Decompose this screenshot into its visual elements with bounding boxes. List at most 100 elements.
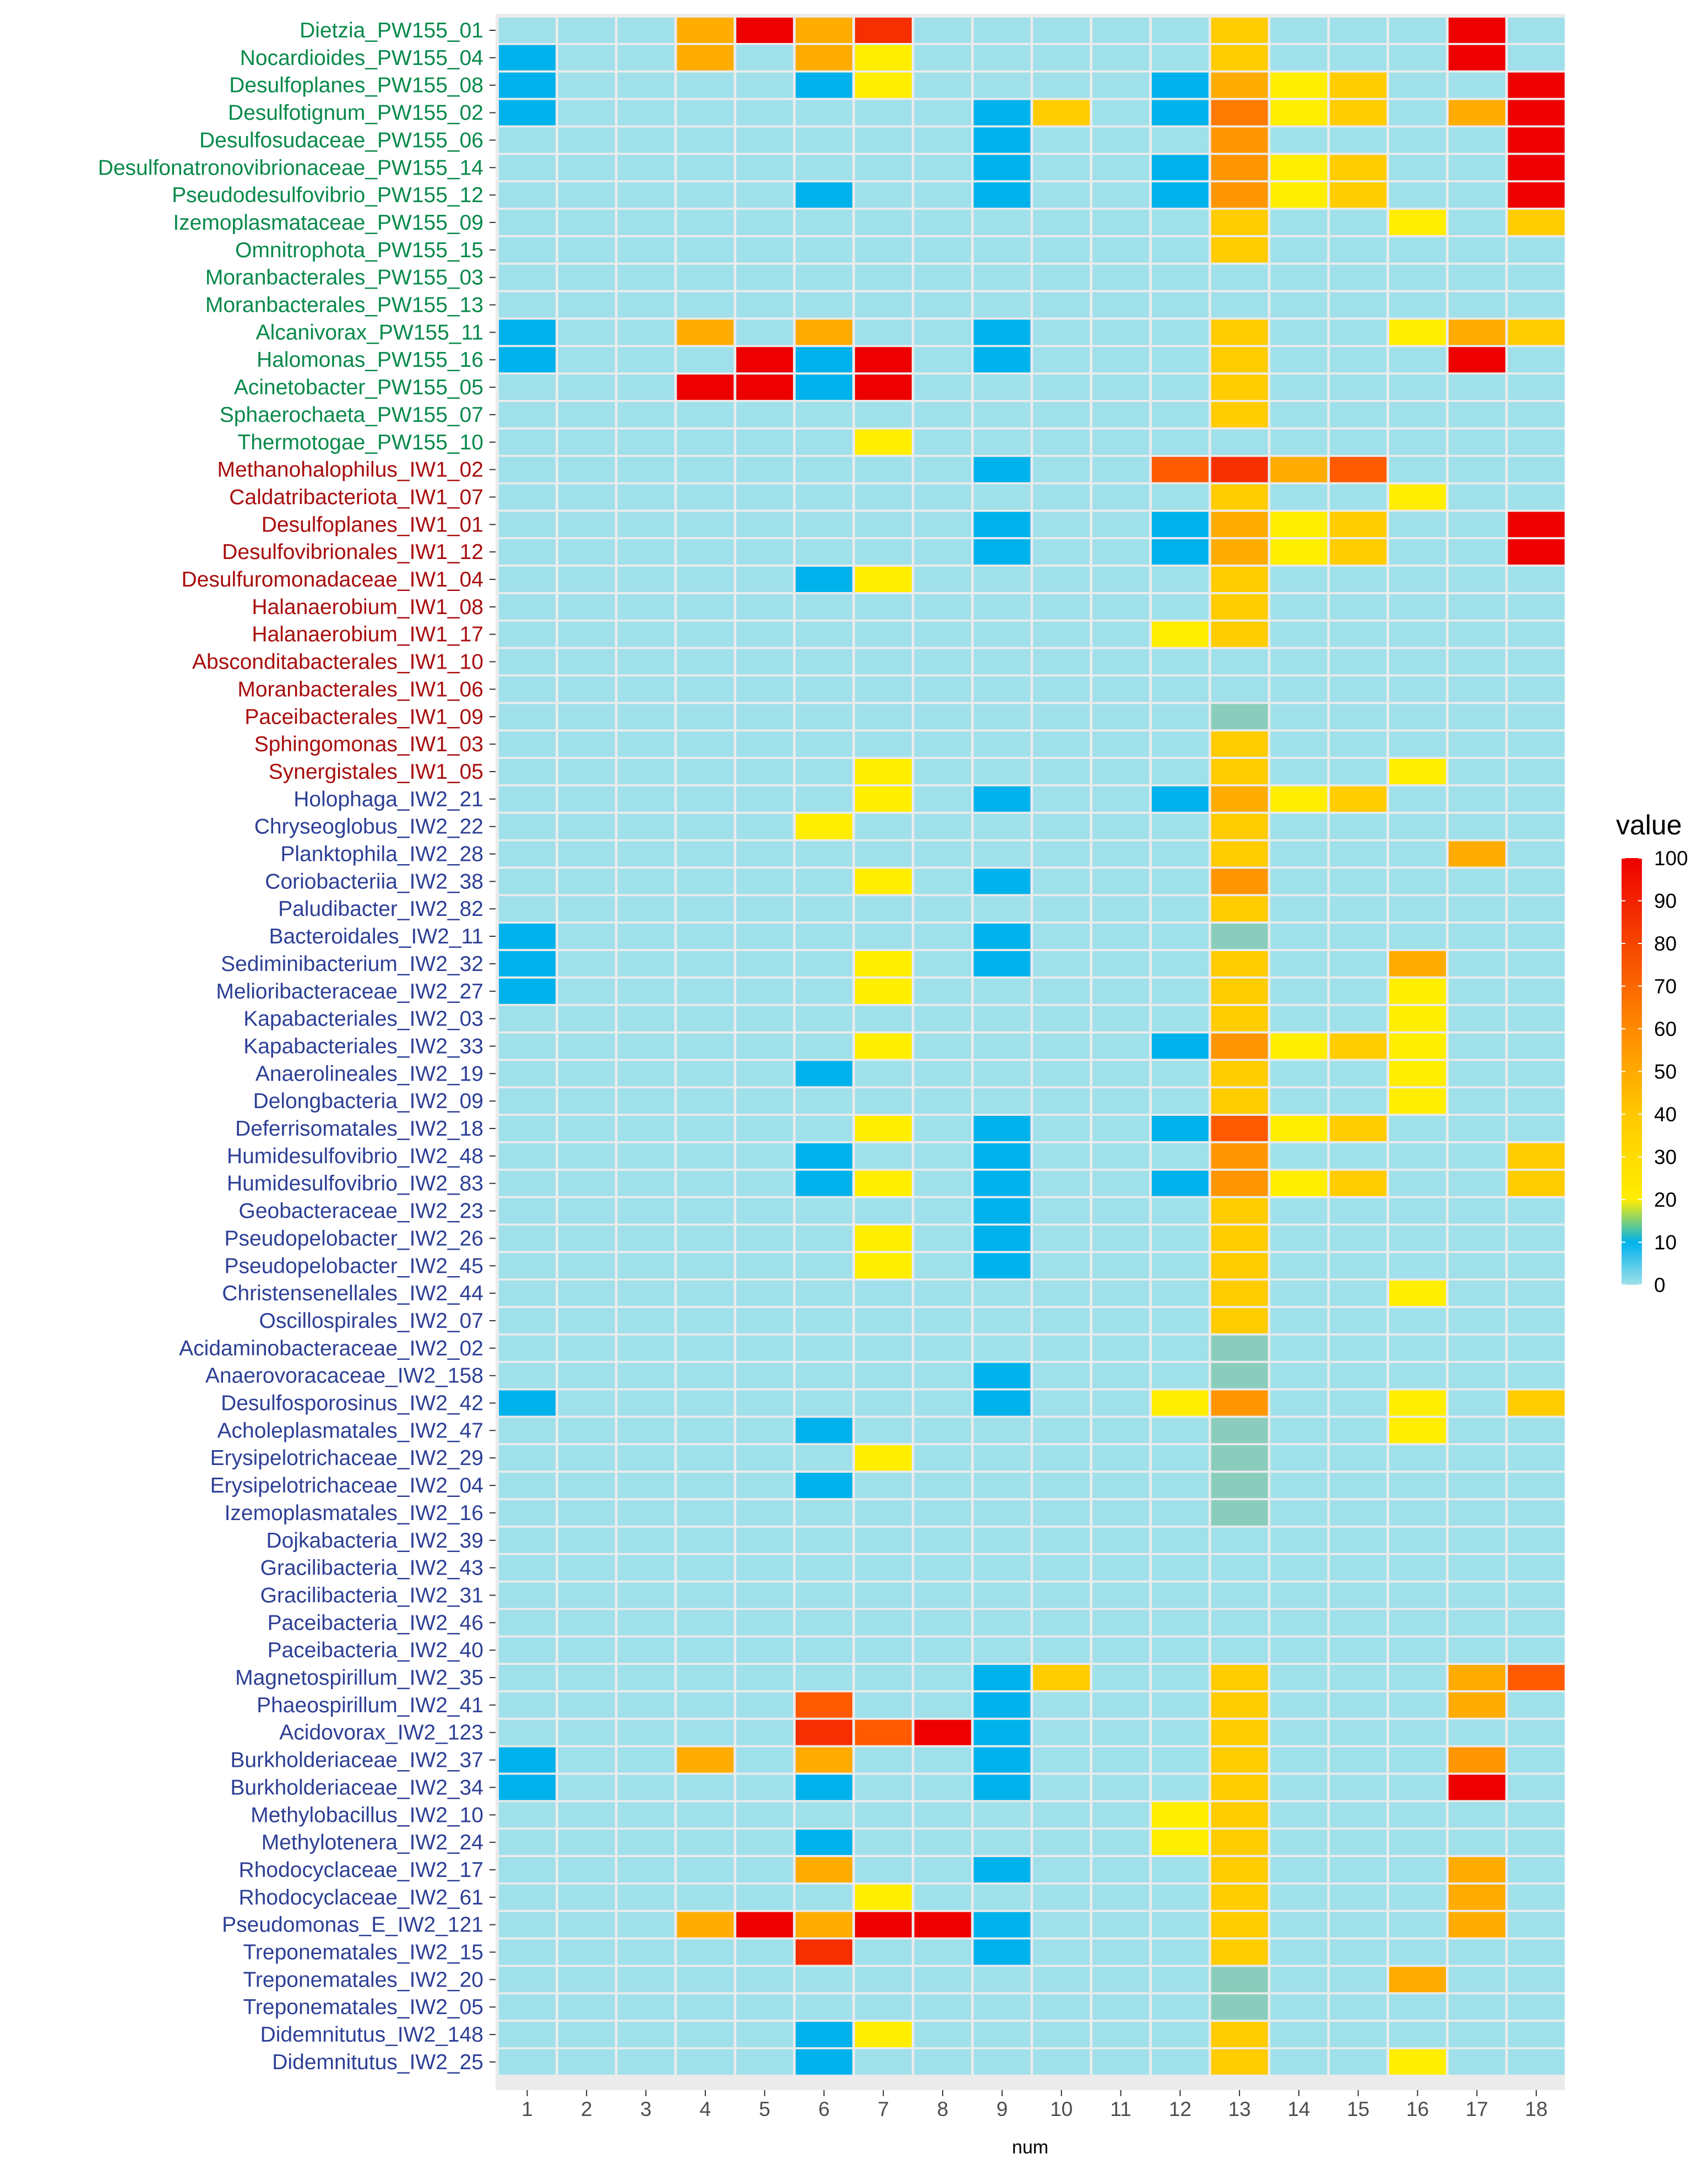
heatmap-cell	[1448, 1830, 1505, 1855]
heatmap-cell	[617, 2049, 675, 2075]
heatmap-cell	[973, 896, 1031, 922]
heatmap-cell	[796, 292, 852, 318]
column-label: 16	[1406, 2098, 1429, 2120]
heatmap-cell	[855, 978, 912, 1004]
heatmap-cell	[736, 896, 793, 922]
heatmap-cell	[499, 896, 556, 922]
heatmap-cell	[1151, 1445, 1209, 1471]
heatmap-cell	[1448, 1500, 1505, 1526]
heatmap-cell	[558, 429, 615, 455]
heatmap-cell	[617, 1061, 675, 1087]
heatmap-cell	[736, 1143, 793, 1169]
heatmap-cell	[855, 1198, 912, 1224]
heatmap-cell	[1092, 1006, 1149, 1032]
heatmap-cell	[1448, 1610, 1505, 1636]
heatmap-cell	[1270, 100, 1328, 126]
heatmap-cell	[914, 319, 971, 345]
heatmap-cell	[1330, 1719, 1387, 1745]
heatmap-cell	[1389, 1335, 1446, 1361]
heatmap-cell	[1092, 292, 1149, 318]
heatmap-cell	[617, 1527, 675, 1553]
heatmap-cell	[914, 100, 971, 126]
heatmap-cell	[914, 1253, 971, 1279]
heatmap-cell	[736, 841, 793, 867]
heatmap-cell	[973, 401, 1031, 427]
heatmap-cell	[1270, 539, 1328, 565]
heatmap-cell	[796, 45, 852, 70]
heatmap-cell	[499, 1006, 556, 1032]
heatmap-cell	[1211, 512, 1268, 538]
heatmap-cell	[796, 1445, 852, 1471]
heatmap-cell	[1508, 1363, 1565, 1388]
heatmap-cell	[1092, 1335, 1149, 1361]
heatmap-cell	[1211, 813, 1268, 839]
heatmap-cell	[1151, 1912, 1209, 1938]
heatmap-cell	[1330, 1994, 1387, 2020]
heatmap-cell	[499, 1747, 556, 1773]
heatmap-cell	[1033, 237, 1090, 263]
heatmap-cell	[499, 813, 556, 839]
row-label: Pseudodesulfovibrio_PW155_12	[172, 183, 483, 207]
heatmap-cell	[617, 1939, 675, 1965]
heatmap-cell	[1211, 1390, 1268, 1416]
heatmap-cell	[1033, 978, 1090, 1004]
heatmap-cell	[1151, 319, 1209, 345]
heatmap-cell	[558, 731, 615, 757]
heatmap-cell	[1092, 1170, 1149, 1196]
heatmap-cell	[1389, 786, 1446, 812]
heatmap-cell	[1033, 1363, 1090, 1388]
heatmap-cell	[1448, 1802, 1505, 1828]
heatmap-cell	[855, 1555, 912, 1581]
heatmap-cell	[855, 1445, 912, 1471]
heatmap-cell	[1151, 1527, 1209, 1553]
heatmap-cell	[1092, 1500, 1149, 1526]
heatmap-cell	[1389, 401, 1446, 427]
heatmap-cell	[558, 1418, 615, 1444]
heatmap-cell	[973, 18, 1031, 43]
heatmap-cell	[1389, 924, 1446, 949]
heatmap-cell	[499, 1308, 556, 1333]
heatmap-cell	[855, 127, 912, 153]
heatmap-cell	[855, 1143, 912, 1169]
heatmap-cell	[617, 292, 675, 318]
heatmap-cell	[1389, 1170, 1446, 1196]
heatmap-cell	[1448, 1170, 1505, 1196]
heatmap-cell	[677, 1280, 734, 1306]
heatmap-cell	[1270, 2049, 1328, 2075]
heatmap-cell	[796, 2049, 852, 2075]
heatmap-cell	[1151, 951, 1209, 976]
heatmap-cell	[677, 1830, 734, 1855]
heatmap-cell	[1448, 1747, 1505, 1773]
heatmap-cell	[677, 127, 734, 153]
heatmap-cell	[914, 731, 971, 757]
heatmap-cell	[1092, 1527, 1149, 1553]
heatmap-cell	[973, 1170, 1031, 1196]
heatmap-cell	[1508, 869, 1565, 894]
heatmap-cell	[1033, 1775, 1090, 1800]
heatmap-cell	[796, 1884, 852, 1910]
heatmap-cell	[1211, 1555, 1268, 1581]
heatmap-cell	[677, 45, 734, 70]
heatmap-cell	[914, 759, 971, 784]
row-label: Burkholderiaceae_IW2_34	[230, 1776, 483, 1799]
heatmap-cell	[558, 567, 615, 592]
heatmap-cell	[499, 1582, 556, 1608]
heatmap-cell	[736, 1692, 793, 1718]
heatmap-cell	[1330, 978, 1387, 1004]
heatmap-cell	[1270, 45, 1328, 70]
heatmap-cell	[855, 1775, 912, 1800]
heatmap-cell	[1389, 1857, 1446, 1882]
heatmap-cell	[1033, 512, 1090, 538]
heatmap-cell	[973, 567, 1031, 592]
heatmap-cell	[914, 484, 971, 510]
heatmap-cell	[558, 1582, 615, 1608]
heatmap-cell	[558, 539, 615, 565]
heatmap-cell	[499, 1473, 556, 1499]
heatmap-cell	[855, 1802, 912, 1828]
heatmap-cell	[1508, 512, 1565, 538]
heatmap-cell	[1092, 1308, 1149, 1333]
heatmap-cell	[1448, 1637, 1505, 1663]
heatmap-cell	[1448, 457, 1505, 482]
heatmap-cell	[973, 182, 1031, 208]
heatmap-cell	[1508, 1665, 1565, 1690]
